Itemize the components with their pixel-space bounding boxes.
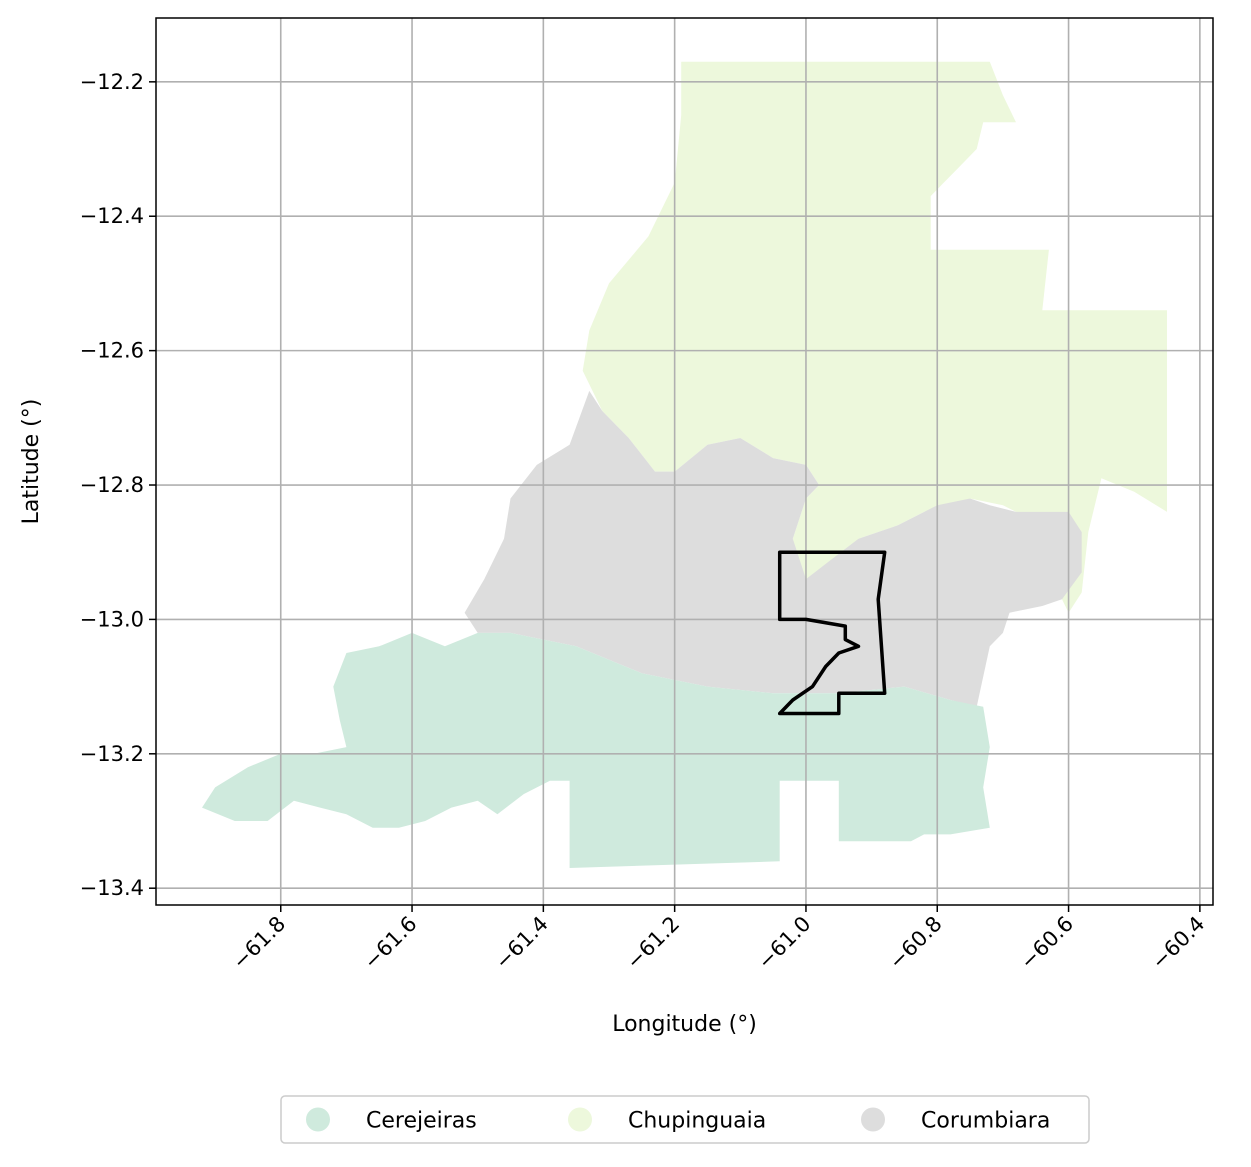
region-cerejeiras — [202, 632, 990, 868]
y-axis-label: Latitude (°) — [19, 399, 44, 525]
x-axis-label: Longitude (°) — [612, 1012, 757, 1037]
y-tick-label: −12.8 — [80, 473, 144, 497]
y-ticks: −12.2 −12.4 −12.6 −12.8 −13.0 −13.2 −13.4 — [80, 70, 156, 900]
legend-label-cerejeiras: Cerejeiras — [366, 1109, 477, 1134]
grid-layer — [156, 18, 1213, 905]
y-tick-label: −13.4 — [80, 876, 144, 900]
x-tick-label: −61.6 — [359, 912, 421, 974]
x-tick-label: −61.2 — [622, 912, 684, 974]
x-tick-label: −61.8 — [228, 912, 290, 974]
x-tick-label: −61.4 — [490, 912, 552, 974]
legend-box — [280, 1095, 1090, 1144]
study-area-outline-layer — [777, 550, 887, 716]
legend-label-corumbiara: Corumbiara — [921, 1109, 1050, 1134]
legend-marker-chupinguaia — [568, 1107, 592, 1132]
y-tick-label: −12.2 — [80, 70, 144, 94]
legend: Cerejeiras Chupinguaia Corumbiara — [280, 1095, 1090, 1144]
legend-marker-cerejeiras — [306, 1107, 330, 1132]
x-tick-label: −61.0 — [753, 912, 815, 974]
legend-label-chupinguaia: Chupinguaia — [628, 1109, 766, 1134]
y-tick-label: −12.6 — [80, 339, 144, 363]
region-corumbiara — [464, 370, 1082, 707]
legend-marker-corumbiara — [861, 1107, 885, 1132]
study-area-outline — [777, 550, 887, 716]
x-tick-label: −60.4 — [1147, 912, 1209, 974]
region-chupinguaia — [582, 61, 1167, 613]
axes-frame — [155, 17, 1214, 906]
x-tick-label: −60.8 — [884, 912, 946, 974]
y-tick-label: −12.4 — [80, 204, 144, 228]
x-tick-label: −60.6 — [1016, 912, 1078, 974]
y-tick-label: −13.2 — [80, 742, 144, 766]
x-ticks: −61.8 −61.6 −61.4 −61.2 −61.0 −60.8 −60.6 −60.4 — [228, 905, 1209, 974]
y-tick-label: −13.0 — [80, 607, 144, 631]
regions-layer — [202, 61, 1167, 868]
